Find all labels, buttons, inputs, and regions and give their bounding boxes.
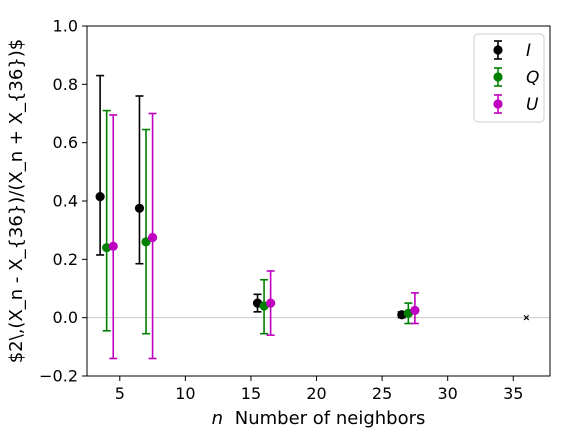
y-tick-label: 0.6 [53, 133, 78, 152]
data-point-i-0 [95, 192, 105, 202]
errorbar-q-1 [142, 128, 151, 335]
x-tick-label: 25 [372, 384, 392, 403]
legend-marker [493, 99, 503, 109]
reference-marker-x [523, 314, 530, 321]
y-tick-label: 0.8 [53, 75, 78, 94]
errorbar-i-1 [135, 95, 144, 265]
data-point-u-0 [108, 241, 118, 251]
x-axis-label-var: n [212, 408, 223, 429]
axis-labels-layer: n Number of neighbors $2\,(X_n - X_{36})… [6, 39, 425, 429]
legend-label: U [526, 95, 539, 115]
y-tick-label: 0.4 [53, 192, 78, 211]
errorbar-u-0 [109, 114, 118, 360]
reference-marker-stroke-b [523, 314, 530, 321]
errorbar-layer [96, 74, 419, 360]
legend-label: I [526, 41, 531, 61]
legend-label: Q [526, 68, 539, 88]
x-tick-label: 10 [175, 384, 195, 403]
x-tick-label: 35 [503, 384, 523, 403]
points-layer [95, 192, 530, 321]
legend-entry-i: I [493, 40, 531, 61]
x-tick-label: 5 [115, 384, 125, 403]
y-axis-label: $2\,(X_n - X_{36})/(X_n + X_{36})$ [6, 39, 27, 364]
x-tick-label: 30 [438, 384, 458, 403]
legend-entry-u: U [493, 94, 539, 115]
errorbar-i-0 [96, 74, 105, 256]
legend-marker [493, 72, 503, 82]
legend-frame [473, 33, 545, 123]
ticks-layer: 5 10 15 20 25 30 35 −0.2 0.0 0.2 0.4 0.6 0.8 1.0 [39, 17, 523, 404]
y-tick-label: 1.0 [53, 17, 78, 36]
legend-marker [493, 45, 503, 55]
data-point-i-1 [134, 203, 145, 213]
x-axis-label: n Number of neighbors [212, 408, 426, 429]
data-point-u-3 [410, 305, 420, 315]
y-tick-label: −0.2 [39, 367, 78, 386]
x-tick-label: 20 [306, 384, 326, 403]
x-axis-label-text: Number of neighbors [235, 408, 426, 429]
legend-entry-q: Q [493, 67, 539, 88]
y-tick-label: 0.0 [53, 308, 78, 327]
data-point-q-1 [141, 237, 151, 247]
x-tick-label: 15 [241, 384, 261, 403]
data-point-u-2 [266, 298, 276, 308]
data-point-u-1 [147, 232, 158, 243]
errorbar-q-0 [102, 109, 111, 332]
legend: IQU [473, 33, 545, 123]
y-tick-label: 0.2 [53, 250, 78, 269]
